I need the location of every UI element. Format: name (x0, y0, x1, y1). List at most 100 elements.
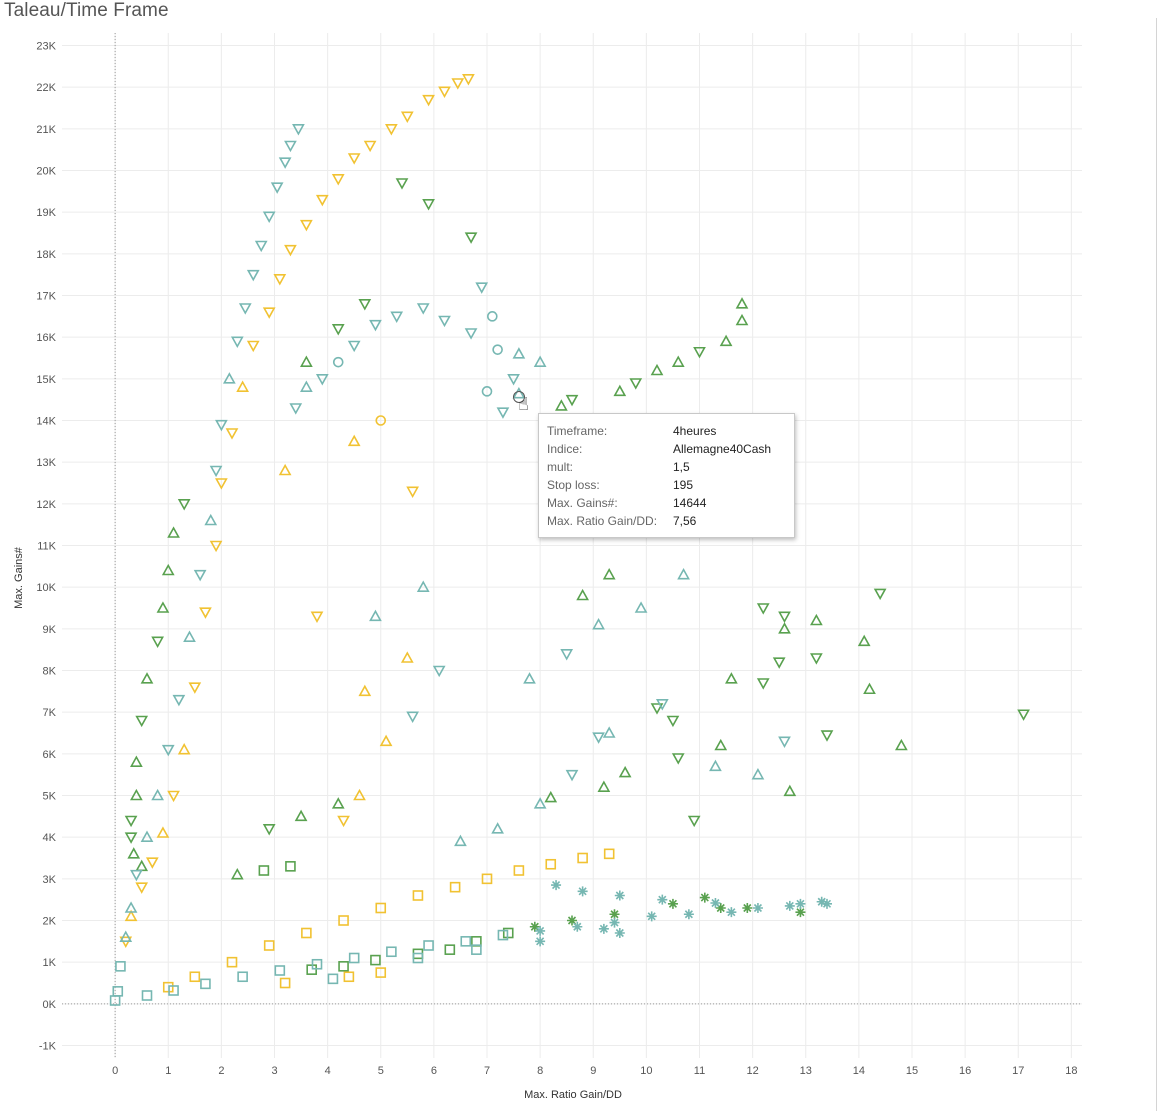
data-point-triangle-down[interactable] (464, 328, 478, 340)
data-point-square[interactable] (497, 929, 509, 941)
data-point-square[interactable] (386, 946, 397, 958)
data-point-triangle-down[interactable] (873, 588, 887, 601)
data-point-triangle-down[interactable] (820, 730, 834, 742)
data-point-triangle-down[interactable] (273, 274, 287, 286)
data-point-triangle-down[interactable] (238, 303, 252, 315)
data-point-square[interactable] (301, 927, 312, 939)
data-point-triangle-down[interactable] (270, 182, 284, 194)
data-point-triangle-up[interactable] (347, 434, 361, 447)
data-point-triangle-up[interactable] (778, 622, 791, 634)
data-point-asterisk[interactable] (577, 886, 588, 897)
data-point-triangle-down[interactable] (225, 428, 239, 440)
data-point-square[interactable] (263, 940, 275, 951)
data-point-triangle-down[interactable] (199, 607, 212, 619)
data-point-asterisk[interactable] (795, 898, 806, 909)
data-point-triangle-down[interactable] (177, 499, 191, 511)
data-point-triangle-down[interactable] (416, 303, 430, 315)
data-point-square[interactable] (162, 981, 174, 993)
data-point-asterisk[interactable] (609, 909, 620, 920)
data-point-triangle-down[interactable] (406, 711, 419, 723)
data-point-triangle-up[interactable] (177, 743, 191, 755)
data-point-triangle-up[interactable] (230, 868, 244, 880)
data-point-triangle-down[interactable] (172, 694, 186, 707)
data-point-triangle-up[interactable] (167, 526, 180, 538)
data-point-triangle-up[interactable] (140, 672, 154, 684)
data-point-triangle-down[interactable] (188, 682, 202, 694)
data-point-triangle-down[interactable] (331, 174, 345, 186)
data-point-triangle-down[interactable] (315, 194, 329, 207)
data-point-triangle-up[interactable] (130, 755, 143, 767)
data-point-triangle-down[interactable] (315, 374, 329, 386)
data-point-triangle-down[interactable] (284, 244, 297, 257)
data-point-triangle-down[interactable] (432, 665, 446, 678)
data-point-triangle-down[interactable] (246, 340, 260, 353)
data-point-circle[interactable] (492, 344, 503, 355)
data-point-triangle-down[interactable] (1017, 709, 1030, 721)
data-point-triangle-down[interactable] (215, 419, 228, 432)
data-point-asterisk[interactable] (646, 911, 657, 922)
data-point-asterisk[interactable] (614, 890, 625, 901)
data-point-triangle-up[interactable] (156, 826, 170, 838)
data-point-triangle-up[interactable] (124, 909, 138, 922)
data-point-triangle-up[interactable] (130, 788, 143, 801)
data-point-triangle-down[interactable] (592, 732, 605, 744)
data-point-asterisk[interactable] (726, 907, 737, 918)
data-point-triangle-up[interactable] (592, 618, 605, 630)
data-point-circle[interactable] (481, 386, 493, 397)
data-point-square[interactable] (343, 971, 355, 983)
data-point-circle[interactable] (375, 415, 387, 426)
data-point-triangle-down[interactable] (193, 569, 207, 582)
data-point-square[interactable] (109, 995, 121, 1006)
data-point-circle[interactable] (487, 311, 498, 322)
data-point-square[interactable] (502, 927, 514, 939)
data-point-triangle-down[interactable] (230, 336, 244, 348)
data-point-triangle-up[interactable] (369, 609, 382, 622)
data-point-triangle-up[interactable] (183, 630, 196, 642)
data-point-triangle-up[interactable] (714, 738, 728, 751)
data-point-triangle-up[interactable] (709, 759, 722, 772)
data-point-triangle-up[interactable] (523, 672, 536, 684)
data-point-square[interactable] (375, 967, 387, 978)
data-point-triangle-down[interactable] (778, 736, 791, 748)
data-point-triangle-down[interactable] (565, 769, 579, 782)
data-point-triangle-up[interactable] (156, 601, 170, 613)
data-point-triangle-up[interactable] (454, 834, 467, 847)
data-point-triangle-down[interactable] (475, 282, 489, 294)
data-point-square[interactable] (168, 985, 179, 996)
data-point-triangle-down[interactable] (655, 699, 669, 711)
data-point-square[interactable] (285, 861, 296, 872)
data-point-triangle-up[interactable] (725, 672, 738, 684)
data-point-square[interactable] (279, 977, 291, 989)
data-point-square[interactable] (327, 973, 339, 985)
data-point-square[interactable] (141, 990, 153, 1001)
data-point-square[interactable] (460, 936, 472, 947)
data-point-asterisk[interactable] (699, 892, 710, 903)
data-point-triangle-up[interactable] (576, 588, 589, 601)
data-point-triangle-down[interactable] (756, 603, 770, 615)
data-point-triangle-up[interactable] (512, 347, 526, 359)
data-point-triangle-down[interactable] (347, 153, 361, 165)
data-point-triangle-up[interactable] (300, 380, 313, 392)
data-point-triangle-down[interactable] (496, 407, 510, 419)
data-point-triangle-up[interactable] (597, 780, 611, 792)
data-point-triangle-down[interactable] (810, 653, 823, 665)
data-points[interactable] (109, 74, 1030, 1006)
data-point-triangle-down[interactable] (687, 815, 701, 828)
data-point-triangle-up[interactable] (236, 380, 249, 392)
data-point-square[interactable] (412, 952, 424, 964)
data-point-triangle-down[interactable] (666, 715, 680, 728)
data-point-triangle-up[interactable] (353, 788, 366, 801)
data-point-triangle-down[interactable] (406, 486, 419, 498)
data-point-asterisk[interactable] (710, 898, 721, 908)
data-point-asterisk[interactable] (535, 936, 546, 947)
data-point-square[interactable] (577, 852, 588, 864)
data-point-triangle-up[interactable] (416, 580, 430, 592)
data-point-square[interactable] (226, 956, 238, 968)
data-point-asterisk[interactable] (657, 894, 668, 905)
data-point-square[interactable] (348, 952, 360, 964)
data-point-triangle-up[interactable] (671, 355, 685, 367)
data-point-triangle-up[interactable] (650, 363, 664, 376)
data-point-triangle-up[interactable] (151, 788, 164, 801)
data-point-triangle-down[interactable] (278, 157, 292, 169)
data-point-asterisk[interactable] (551, 880, 562, 891)
